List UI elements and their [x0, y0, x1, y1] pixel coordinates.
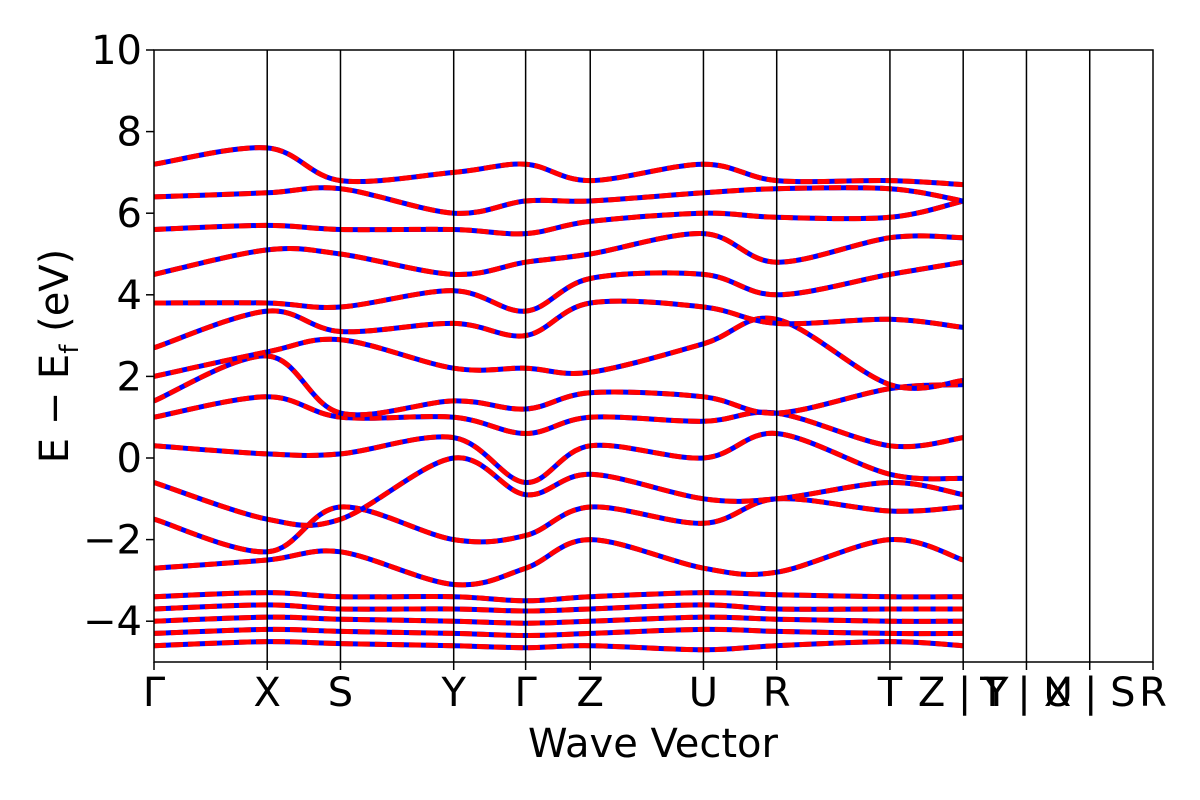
band-line-blue: [154, 430, 964, 485]
y-tick-label: 8: [117, 110, 142, 156]
x-tick-label: R: [763, 670, 791, 716]
band-line-red: [154, 614, 964, 626]
y-axis-label: E − Ef (eV): [32, 249, 85, 464]
y-tick-label: 6: [117, 191, 142, 237]
band-line-red: [154, 602, 964, 614]
band-line-blue: [154, 298, 964, 351]
plot-area: [153, 49, 1154, 663]
band-line-red: [154, 537, 964, 588]
x-tick-label: Z: [577, 670, 604, 716]
y-axis-ticks: −4 −2 0 2 4 6 8 10: [83, 28, 154, 645]
band-line-blue: [154, 315, 964, 391]
band-line-red: [154, 259, 964, 314]
band-line-red: [154, 496, 964, 555]
y-tick-label: 10: [91, 28, 142, 74]
band-line-blue: [154, 496, 964, 555]
band-line-blue: [154, 231, 964, 277]
band-line-red: [154, 353, 964, 418]
bands-layer: [154, 145, 964, 653]
x-tick-label: Z | Y: [918, 670, 1009, 716]
x-tick-label: T | U: [979, 670, 1073, 716]
x-tick-label: R: [1139, 670, 1167, 716]
y-tick-label: 0: [117, 436, 142, 482]
band-line-red: [154, 145, 964, 188]
y-axis-label-main: E − E: [32, 354, 78, 464]
band-line-red: [154, 298, 964, 351]
x-tick-label: U: [689, 670, 718, 716]
y-axis-label-subscript: f: [55, 344, 85, 354]
band-line-red: [154, 315, 964, 391]
band-line-red: [154, 231, 964, 277]
band-line-red: [154, 626, 964, 639]
band-line-blue: [154, 394, 964, 450]
plot-frame: [153, 49, 1154, 663]
kpoint-lines: [266, 50, 1091, 662]
y-tick-label: 2: [117, 354, 142, 400]
band-line-red: [154, 394, 964, 450]
y-tick-label: 4: [117, 273, 142, 319]
x-tick-label: S: [328, 670, 353, 716]
x-tick-label: X: [254, 670, 281, 716]
y-tick-label: −2: [83, 518, 142, 564]
band-line-red: [154, 455, 964, 528]
y-axis-label-unit: (eV): [32, 249, 78, 345]
y-tick-label: −4: [83, 599, 142, 645]
band-line-blue: [154, 353, 964, 418]
band-line-red: [154, 198, 964, 237]
x-tick-label: T: [877, 670, 903, 716]
x-tick-label: Y: [440, 670, 466, 716]
band-line-red: [154, 185, 964, 216]
x-axis-label: Wave Vector: [528, 721, 779, 767]
band-line-red: [154, 430, 964, 485]
x-tick-label: Γ: [514, 670, 537, 716]
x-tick-label: Γ: [143, 670, 166, 716]
band-line-red: [154, 639, 964, 653]
x-tick-label: X | S: [1044, 670, 1136, 716]
band-line-red: [154, 590, 964, 604]
y-axis-label-group: E − Ef (eV): [32, 249, 85, 464]
